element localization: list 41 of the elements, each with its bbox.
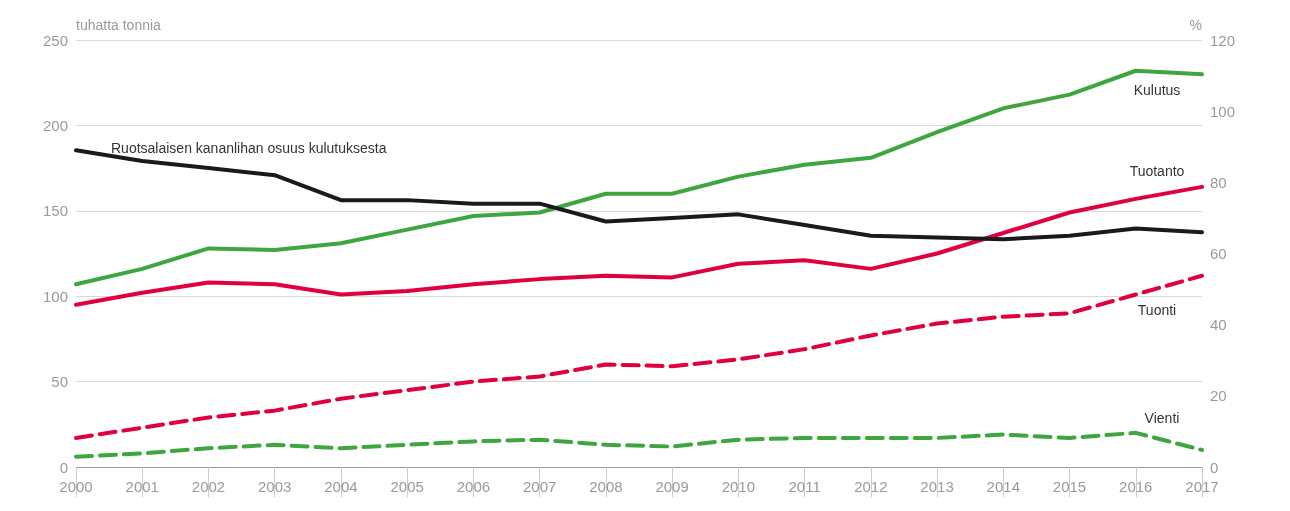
x-tick-label: 2016 [1119, 478, 1153, 495]
y2-tick-label: 120 [1210, 31, 1236, 49]
line-series [74, 273, 1204, 440]
x-tick-label: 2013 [920, 478, 954, 495]
x-tick-label: 2001 [125, 478, 159, 495]
line-series [74, 430, 1204, 459]
x-tick-label: 2008 [589, 478, 623, 495]
x-tick-label: 2004 [324, 478, 358, 495]
y-tick-label: 150 [42, 202, 68, 220]
x-tick-label: 2009 [655, 478, 689, 495]
y2-tick-label: 20 [1210, 387, 1227, 405]
series-label: Tuonti [1137, 301, 1177, 318]
x-tick-label: 2012 [854, 478, 888, 495]
x-tick-label: 2010 [721, 478, 756, 495]
x-tick-label: 2002 [191, 478, 226, 495]
x-tick-label: 2014 [986, 478, 1020, 495]
y-tick-label: 0 [59, 458, 68, 476]
x-tick-label: 2017 [1185, 478, 1219, 495]
x-tick-label: 2006 [456, 478, 491, 495]
line-series [74, 68, 1204, 287]
y2-tick-label: 80 [1210, 173, 1227, 191]
y2-tick-label: 100 [1210, 102, 1236, 120]
x-tick-label: 2005 [390, 478, 424, 495]
x-tick-label: 2000 [59, 478, 93, 495]
y2-tick-label: 60 [1210, 245, 1227, 262]
series-label: Tuotanto [1129, 162, 1185, 179]
y-tick-label: 100 [42, 287, 68, 305]
y2-tick-label: 40 [1210, 316, 1227, 334]
x-tick-label: 2015 [1052, 478, 1087, 495]
x-tick-label: 2003 [258, 478, 292, 495]
y-tick-label: 200 [42, 116, 68, 134]
series-label: Vienti [1144, 409, 1180, 426]
y2-tick-label: 0 [1210, 458, 1219, 476]
y-tick-label: 50 [51, 373, 68, 391]
y2-axis-title: % [1189, 17, 1202, 33]
x-tick-label: 2011 [788, 478, 821, 495]
series-label: Ruotsalaisen kananlihan osuus kulutuksesta [111, 140, 387, 157]
y-axis-title: tuhatta tonnia [76, 17, 162, 33]
series-label: Kulutus [1133, 82, 1181, 99]
y-tick-label: 250 [42, 31, 68, 49]
x-tick-label: 2007 [522, 478, 557, 495]
